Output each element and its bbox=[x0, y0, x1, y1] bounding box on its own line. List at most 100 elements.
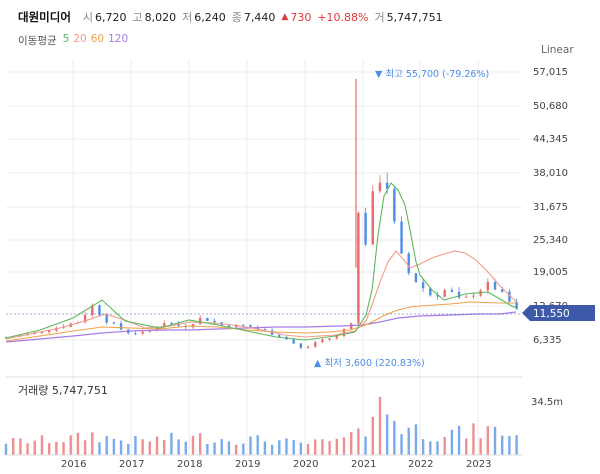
candle-body bbox=[98, 305, 101, 315]
volume-bar bbox=[40, 435, 44, 455]
stock-summary: 대원미디어 시 6,720 고 8,020 저 6,240 종 7,440 ▲ … bbox=[18, 8, 449, 26]
high-annotation: ▼ 최고 55,700 (-79.26%) bbox=[375, 69, 489, 80]
volume-bar bbox=[198, 433, 202, 455]
volume-bar bbox=[191, 435, 195, 455]
volume-bar bbox=[33, 440, 36, 455]
candle-body bbox=[501, 289, 504, 292]
volume-bar bbox=[55, 441, 58, 455]
volume-bar bbox=[508, 435, 511, 455]
volume-bar bbox=[270, 444, 274, 455]
candle-body bbox=[515, 301, 518, 309]
candle-body bbox=[306, 346, 310, 348]
volume-bar bbox=[429, 441, 432, 455]
candle-body bbox=[407, 253, 410, 274]
ma-20[interactable]: 20 bbox=[73, 33, 87, 45]
volume-bar bbox=[493, 426, 497, 455]
volume-bar bbox=[436, 441, 439, 455]
volume-bar bbox=[177, 439, 180, 455]
candle-body bbox=[314, 342, 317, 347]
candle-body bbox=[429, 288, 432, 296]
candle-body bbox=[278, 334, 281, 337]
volume-bar bbox=[105, 436, 108, 455]
current-price: 11,550 bbox=[533, 308, 570, 320]
candle-body bbox=[242, 324, 245, 326]
volume-bar bbox=[450, 429, 454, 455]
ma-5[interactable]: 5 bbox=[62, 33, 70, 45]
volume-bar bbox=[299, 442, 303, 455]
candle-body bbox=[371, 191, 374, 245]
candle-body bbox=[263, 329, 267, 331]
candle-body bbox=[163, 323, 166, 328]
candle-body bbox=[378, 182, 382, 192]
candle-body bbox=[105, 314, 108, 323]
volume-panel-value: 5,747,751 bbox=[51, 384, 108, 397]
volume-bar bbox=[11, 437, 15, 455]
volume-bar bbox=[278, 440, 281, 455]
year-label: 2023 bbox=[466, 459, 491, 470]
price-tick: 6,335 bbox=[533, 335, 562, 346]
volume-bar bbox=[26, 443, 29, 455]
volume-bar bbox=[385, 414, 389, 455]
volume-bar bbox=[393, 420, 396, 455]
volume-bar bbox=[141, 439, 144, 455]
candle-body bbox=[421, 282, 425, 289]
candle-body bbox=[357, 212, 360, 324]
volume-bar bbox=[292, 439, 295, 455]
candle-body bbox=[436, 295, 439, 297]
year-label: 2018 bbox=[177, 459, 202, 470]
change-pct: +10.88% bbox=[317, 10, 369, 24]
volume-bar bbox=[62, 442, 65, 455]
candle-body bbox=[328, 338, 331, 340]
ma-120[interactable]: 120 bbox=[108, 33, 129, 45]
ma5-line bbox=[5, 182, 519, 341]
moving-average-legend[interactable]: 이동평균 5 20 60 120 bbox=[18, 33, 128, 48]
volume-bar bbox=[349, 432, 353, 455]
volume-bar bbox=[421, 439, 425, 455]
volume-bar bbox=[256, 435, 259, 455]
volume-bar bbox=[364, 436, 367, 455]
price-tick: 44,345 bbox=[533, 134, 568, 145]
high-value: 8,020 bbox=[144, 10, 177, 24]
candle-body bbox=[385, 182, 389, 189]
low-annotation: ▲ 최저 3,600 (220.83%) bbox=[314, 358, 425, 369]
price-axis: 57,015 50,680 44,345 38,010 31,675 25,34… bbox=[533, 67, 568, 346]
ma-60[interactable]: 60 bbox=[90, 33, 105, 45]
volume-bars bbox=[4, 396, 518, 455]
open-label: 시 bbox=[82, 11, 94, 24]
volume-bar bbox=[371, 416, 374, 455]
candle-body bbox=[227, 325, 231, 328]
volume-bar bbox=[69, 435, 72, 455]
volume-bar bbox=[206, 443, 209, 455]
price-tick: 57,015 bbox=[533, 67, 568, 78]
volume-axis-tick: 34.5m bbox=[531, 397, 563, 408]
volume-bar bbox=[4, 443, 8, 455]
candle-body bbox=[83, 314, 87, 323]
scale-toggle[interactable]: Linear bbox=[541, 44, 574, 56]
volume-bar bbox=[263, 441, 267, 455]
candle-body bbox=[40, 332, 44, 334]
candle-body bbox=[465, 296, 468, 298]
candle-body bbox=[206, 317, 209, 321]
volume-bar bbox=[184, 441, 187, 455]
candle-body bbox=[450, 289, 454, 292]
volume-bar bbox=[457, 425, 461, 455]
low-value: 6,240 bbox=[194, 10, 226, 24]
candle-body bbox=[119, 323, 123, 330]
volume-bar bbox=[465, 438, 468, 455]
candle-body bbox=[364, 212, 367, 245]
volume-bar bbox=[314, 439, 317, 455]
close-value: 7,440 bbox=[243, 10, 276, 24]
candle-body bbox=[472, 295, 475, 297]
volume-bar bbox=[83, 440, 87, 455]
year-label: 2017 bbox=[119, 459, 144, 470]
volume-bar bbox=[501, 435, 504, 455]
candle-body bbox=[170, 323, 173, 325]
candle-body bbox=[249, 325, 252, 328]
candle-body bbox=[414, 273, 418, 283]
volume-bar bbox=[321, 439, 324, 455]
volume-bar bbox=[342, 437, 346, 455]
candle-body bbox=[321, 339, 324, 343]
volume-bar bbox=[306, 443, 310, 455]
candlesticks bbox=[4, 78, 518, 350]
